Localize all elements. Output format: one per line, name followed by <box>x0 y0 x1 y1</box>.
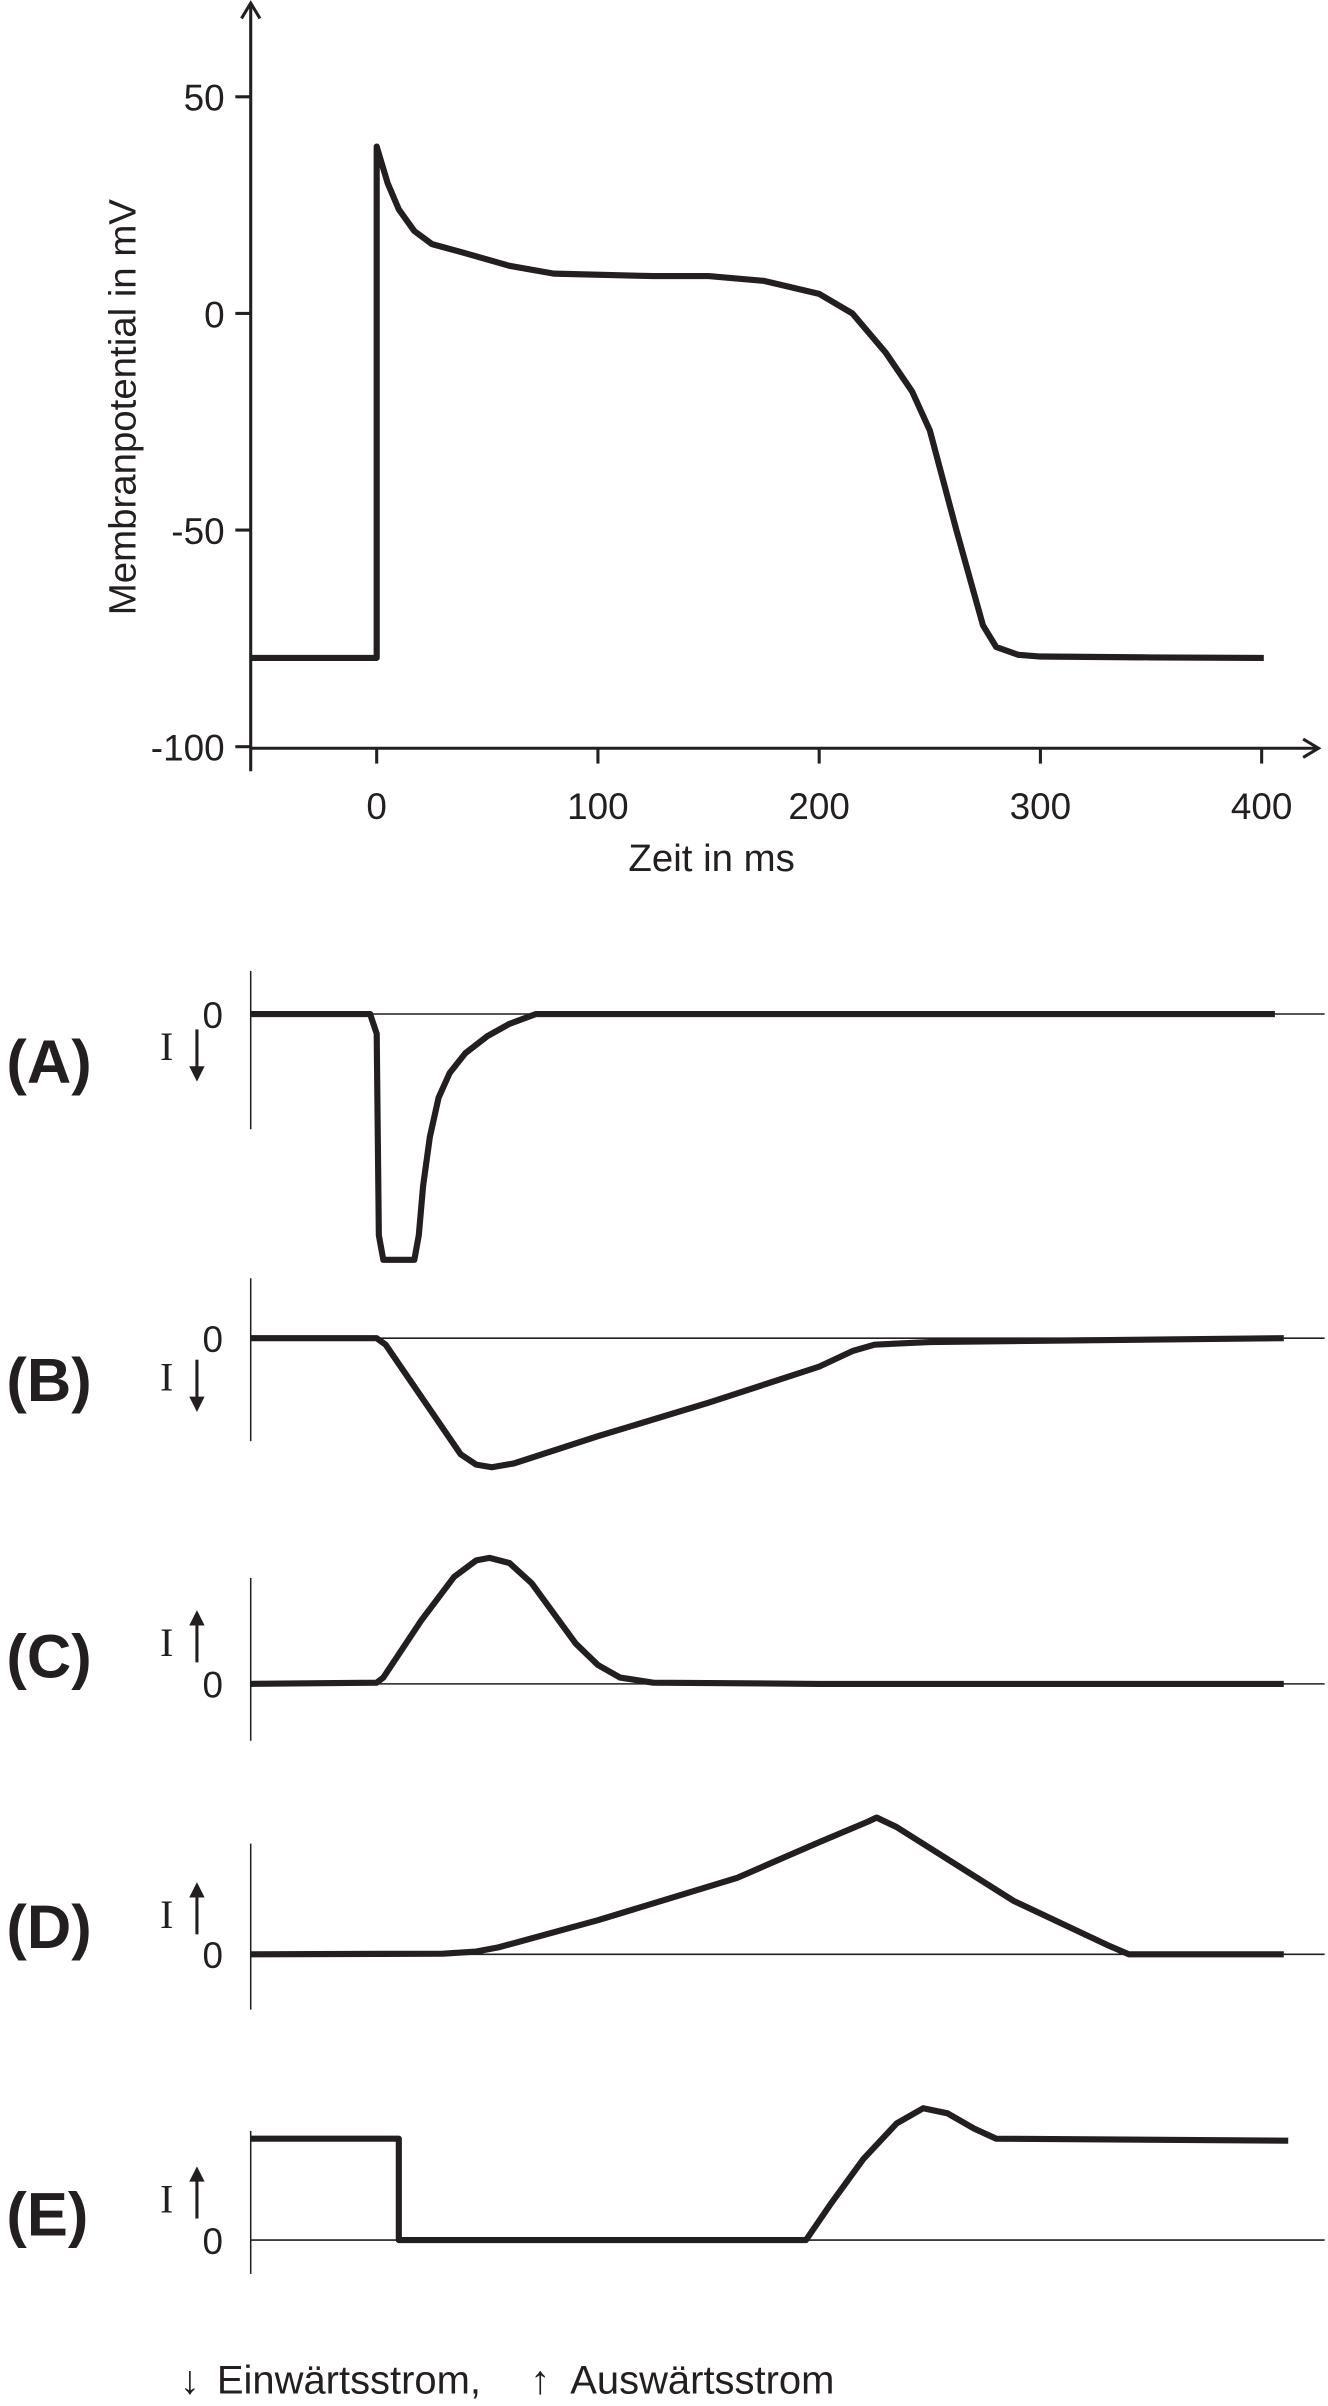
panel-label: (C) <box>6 1623 91 1692</box>
x-tick-label: 100 <box>567 786 629 827</box>
x-axis-label: Zeit in ms <box>628 837 794 880</box>
panel-label: (B) <box>6 1346 91 1415</box>
current-symbol: I <box>160 1620 173 1665</box>
arrow-down-icon <box>189 1359 205 1412</box>
current-trace <box>250 1010 1275 1263</box>
outward-arrow-icon: ↑ <box>530 2359 550 2403</box>
zero-tick-label: 0 <box>203 1935 224 1976</box>
zero-tick-label: 0 <box>203 2221 224 2262</box>
y-axis-label: Membranpotential in mV <box>101 199 144 615</box>
current-trace <box>250 1554 1284 1687</box>
current-symbol: I <box>160 2176 173 2221</box>
inward-arrow-icon: ↓ <box>180 2359 200 2403</box>
zero-tick-label: 0 <box>203 995 224 1036</box>
current-symbol: I <box>160 1024 173 1069</box>
membrane-potential-line <box>250 143 1264 661</box>
y-tick-label: -100 <box>151 728 225 769</box>
panel-label: (E) <box>6 2180 88 2249</box>
current-trace <box>250 1814 1284 1958</box>
zero-tick-label: 0 <box>203 1319 224 1360</box>
current-panel: (C) 0I <box>6 1554 1325 1741</box>
arrow-up-icon <box>189 2166 205 2219</box>
current-panel: (E) 0I <box>6 2105 1325 2274</box>
legend: ↓ Einwärtsstrom, ↑ Auswärtsstrom <box>180 2359 834 2403</box>
current-trace <box>250 1335 1284 1471</box>
x-tick-label: 300 <box>1010 786 1072 827</box>
y-axis-arrow-icon <box>240 0 262 20</box>
y-tick-label: 50 <box>184 78 225 119</box>
current-panel: (B) 0I <box>6 1278 1325 1471</box>
arrow-up-icon <box>189 1882 205 1935</box>
current-panels: (A)0I(B)0I(C) 0I(D) 0I(E) 0I <box>6 971 1325 2274</box>
current-symbol: I <box>160 1892 173 1937</box>
x-tick-label: 0 <box>366 786 387 827</box>
panel-label: (D) <box>6 1893 91 1962</box>
y-tick-label: -50 <box>171 511 224 552</box>
arrow-up-icon <box>189 1610 205 1663</box>
legend-outward-label: Auswärtsstrom <box>570 2359 834 2403</box>
x-tick-label: 400 <box>1231 786 1293 827</box>
x-axis-arrow-icon <box>1302 737 1322 759</box>
current-symbol: I <box>160 1354 173 1399</box>
x-tick-label: 200 <box>788 786 850 827</box>
y-tick-label: 0 <box>204 294 225 335</box>
current-panel: (D) 0I <box>6 1814 1325 2010</box>
panel-label: (A) <box>6 1028 91 1097</box>
legend-inward-label: Einwärtsstrom, <box>217 2359 481 2403</box>
current-trace <box>250 2105 1289 2244</box>
zero-tick-label: 0 <box>203 1665 224 1706</box>
arrow-down-icon <box>189 1029 205 1082</box>
current-panel: (A) 0I <box>6 971 1325 1263</box>
